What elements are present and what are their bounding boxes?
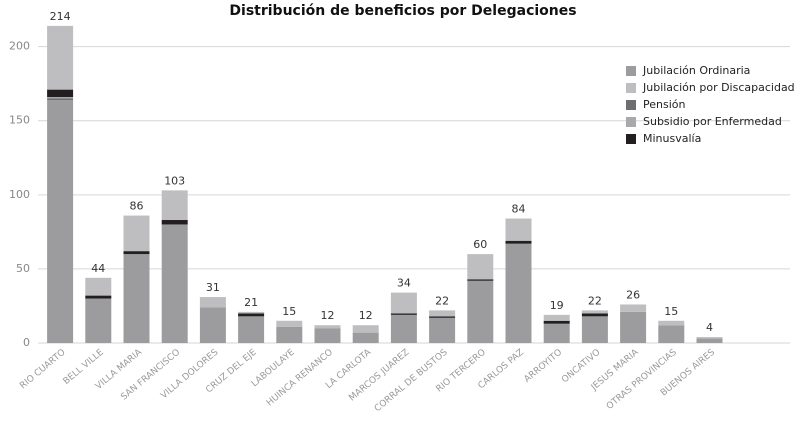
- bar-segment: [276, 320, 303, 327]
- x-tick-label: HUINCA RENANCO: [265, 348, 335, 409]
- bar-segment: [47, 98, 74, 100]
- bar-segment: [505, 218, 532, 241]
- bar-segment: [314, 328, 341, 343]
- bar-segment: [47, 99, 74, 344]
- legend-swatch: [626, 83, 636, 93]
- bar-segment: [47, 25, 74, 90]
- bar-segment: [390, 292, 417, 314]
- legend-label: Jubilación Ordinaria: [642, 64, 750, 77]
- y-tick-label: 50: [16, 262, 30, 275]
- bar-segment: [123, 215, 150, 252]
- legend-swatch: [626, 134, 636, 144]
- bar-segment: [581, 310, 608, 314]
- bar-segment: [85, 298, 112, 343]
- bar-segment: [47, 97, 74, 99]
- y-tick-label: 0: [23, 336, 30, 349]
- total-label: 84: [512, 203, 526, 216]
- bar-segment: [505, 240, 532, 244]
- bar-segment: [238, 311, 265, 314]
- legend-label: Minusvalía: [643, 132, 701, 145]
- bar-segment: [123, 251, 150, 255]
- bar-segment: [620, 311, 647, 343]
- bar-segment: [620, 304, 647, 312]
- bar-segment: [238, 316, 265, 343]
- total-label: 12: [359, 309, 373, 322]
- bar-segment: [123, 254, 150, 343]
- legend-swatch: [626, 117, 636, 127]
- x-tick-label: ARROYITO: [523, 348, 565, 385]
- total-label: 214: [50, 10, 71, 23]
- bar-segment: [467, 280, 494, 343]
- total-label: 86: [130, 200, 144, 213]
- total-label: 26: [626, 288, 640, 301]
- bar-segment: [429, 316, 456, 318]
- bar-segment: [352, 332, 379, 343]
- bar-segment: [696, 338, 723, 343]
- total-label: 15: [664, 305, 678, 318]
- legend-label: Jubilación por Discapacidad: [642, 81, 795, 94]
- bar-segment: [505, 243, 532, 343]
- bar-segment: [429, 317, 456, 343]
- total-label: 60: [473, 238, 487, 251]
- bar-segment: [199, 307, 226, 343]
- legend-swatch: [626, 66, 636, 76]
- bar-segment: [696, 337, 723, 339]
- bar-segment: [467, 279, 494, 281]
- x-tick-label: OTRAS PROVINCIAS: [605, 347, 679, 412]
- bar-segment: [161, 190, 188, 221]
- total-label: 22: [435, 294, 449, 307]
- bar-segment: [238, 313, 265, 317]
- bar-segment: [390, 314, 417, 343]
- bar-segment: [161, 220, 188, 225]
- bar-segment: [581, 313, 608, 317]
- x-tick-label: RIO CUARTO: [18, 348, 67, 392]
- total-label: 31: [206, 281, 220, 294]
- total-label: 103: [164, 174, 185, 187]
- legend-swatch: [626, 100, 636, 110]
- bar-segment: [314, 325, 341, 329]
- bar-segment: [467, 254, 494, 280]
- y-tick-label: 100: [9, 188, 30, 201]
- y-tick-label: 200: [9, 40, 30, 53]
- total-label: 4: [706, 321, 713, 334]
- total-label: 15: [282, 305, 296, 318]
- x-tick-label: CORRAL DE BUSTOS: [373, 347, 450, 414]
- y-tick-label: 150: [9, 114, 30, 127]
- total-label: 44: [91, 262, 105, 275]
- bar-segment: [543, 323, 570, 343]
- bar-segment: [658, 325, 685, 343]
- total-label: 22: [588, 294, 602, 307]
- total-label: 12: [321, 309, 335, 322]
- total-label: 21: [244, 296, 258, 309]
- total-label: 34: [397, 277, 411, 290]
- bar-segment: [581, 316, 608, 343]
- bar-segment: [85, 295, 112, 299]
- bar-segment: [543, 320, 570, 324]
- bar-segment: [658, 320, 685, 326]
- bar-segment: [390, 313, 417, 315]
- bar-segment: [199, 297, 226, 308]
- legend-label: Subsidio por Enfermedad: [643, 115, 782, 128]
- bar-segment: [161, 224, 188, 343]
- bar-segment: [85, 277, 112, 296]
- bar-segment: [352, 325, 379, 333]
- legend-label: Pensión: [643, 98, 685, 111]
- chart-title: Distribución de beneficios por Delegacio…: [229, 3, 576, 19]
- bar-segment: [429, 310, 456, 317]
- total-label: 19: [550, 299, 564, 312]
- bar-segment: [543, 314, 570, 321]
- bar-segment: [47, 89, 74, 98]
- bar-segment: [276, 326, 303, 343]
